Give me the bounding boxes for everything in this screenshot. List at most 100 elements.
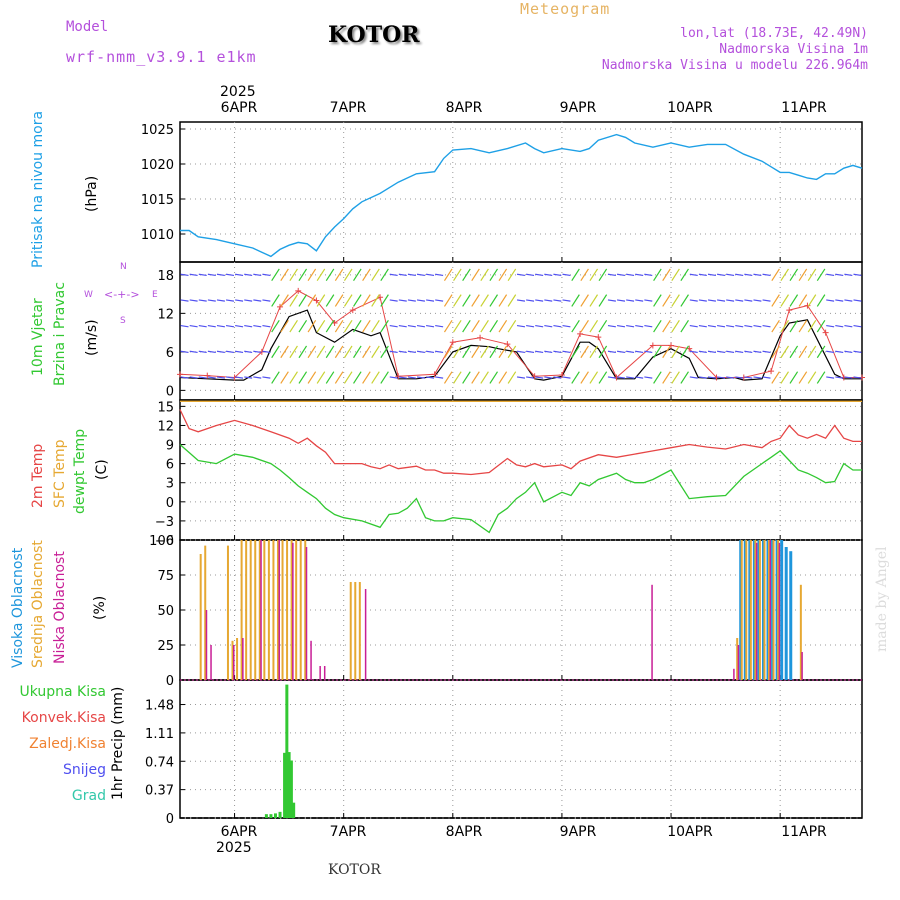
wind-arrow — [435, 324, 444, 328]
meteogram-label: Meteogram — [520, 0, 611, 18]
wind-arrow — [271, 371, 280, 384]
wind-arrow — [507, 268, 517, 282]
wind-arrow — [371, 268, 380, 282]
wind-arrow — [680, 294, 689, 307]
cloud-bar — [254, 540, 257, 680]
wind-arrow — [789, 294, 799, 307]
day-bottom-4: 9APR — [559, 824, 597, 840]
wind-arrow — [780, 294, 789, 307]
wind-arrow — [398, 273, 407, 277]
cloud-bar — [789, 551, 793, 680]
wind-arrow — [826, 350, 835, 354]
wind-arrow — [516, 299, 526, 302]
wind-arrow — [635, 299, 644, 302]
cloud-bar — [278, 540, 280, 680]
wind-arrow — [343, 294, 353, 307]
wind-arrow — [380, 345, 389, 359]
wind-arrow — [826, 299, 835, 302]
wind-arrow — [562, 299, 571, 302]
wind-gust-marker — [295, 287, 302, 294]
wind-arrow — [426, 324, 435, 328]
wind-arrow — [635, 324, 644, 328]
wind-arrow — [616, 324, 626, 328]
temperature-ytick-label-3: 3 — [166, 477, 174, 492]
wind-arrow — [416, 273, 426, 277]
compass-cross: <-+-> — [104, 288, 140, 301]
precip-bar — [292, 802, 296, 818]
wind-arrow — [480, 345, 489, 359]
wind-arrow — [671, 319, 680, 333]
wind-arrow — [407, 350, 416, 354]
wind-arrow — [698, 324, 707, 328]
model-label: Model — [66, 19, 109, 35]
wind-arrow — [653, 294, 662, 307]
wind-arrow — [571, 294, 580, 307]
wind-arrow — [362, 294, 371, 307]
wind-arrow — [744, 299, 753, 302]
wind-arrow — [616, 350, 626, 354]
wind-arrow — [771, 294, 780, 307]
wind-arrow — [562, 324, 571, 328]
wind-arrow — [389, 324, 398, 328]
wind-arrow — [507, 371, 517, 384]
wind-arrow — [316, 294, 326, 307]
precip-bar — [269, 814, 273, 818]
wind-arrow — [244, 299, 253, 302]
compass-north: N — [120, 262, 127, 272]
wind-arrow — [343, 371, 353, 384]
precip-ytick-label-4: 1.48 — [145, 699, 174, 714]
wind-arrow — [307, 345, 317, 359]
temperature-ytick-label-7: 15 — [157, 400, 174, 415]
wind-arrow — [707, 299, 717, 302]
wind-arrow — [744, 350, 753, 354]
wind-arrow — [216, 324, 225, 328]
wind-arrow — [771, 319, 780, 333]
wind-arrow — [671, 268, 680, 282]
wind-gust-marker — [668, 342, 675, 349]
wind-arrow — [644, 324, 653, 328]
wind-arrow — [816, 268, 826, 282]
wind-arrow — [443, 345, 453, 359]
wind-arrow — [498, 371, 508, 384]
wind-arrow — [771, 268, 780, 282]
precip-legend-convective: Konvek.Kisa — [21, 710, 106, 726]
wind-arrow — [271, 319, 280, 333]
wind-arrow — [735, 299, 744, 302]
wind-arrow — [780, 268, 789, 282]
wind-arrow — [616, 273, 626, 277]
wind-arrow — [853, 350, 862, 354]
wind-arrow — [835, 299, 844, 302]
wind-arrow — [553, 376, 562, 379]
wind-arrow — [826, 273, 835, 277]
wind-arrow — [343, 319, 353, 333]
wind-arrow — [726, 299, 735, 302]
wind-arrow — [289, 294, 298, 307]
cloud-bar — [236, 638, 239, 680]
wind-arrow — [571, 345, 580, 359]
wind-arrow — [253, 376, 262, 379]
lonlat-label: lon,lat (18.73E, 42.49N) — [680, 26, 868, 41]
wind-arrow — [180, 273, 189, 277]
wind-arrow — [416, 376, 426, 379]
precip-bar — [283, 752, 287, 818]
precip-bar — [273, 813, 277, 818]
wind-arrow — [798, 319, 808, 333]
wind-arrow — [735, 376, 744, 379]
wind-arrow — [262, 324, 271, 328]
wind-arrow — [416, 350, 426, 354]
wind-arrow — [325, 294, 335, 307]
wind-arrow — [480, 268, 489, 282]
wind-arrow — [180, 376, 189, 379]
precip-bar — [289, 760, 293, 818]
wind-arrow — [717, 324, 726, 328]
wind-arrow — [298, 371, 308, 384]
wind-arrow — [462, 371, 471, 384]
wind-arrow — [680, 371, 689, 384]
day-bottom-5: 10APR — [667, 824, 713, 840]
wind-arrow — [480, 371, 489, 384]
wind-arrow — [253, 350, 262, 354]
wind-arrow — [462, 319, 471, 333]
precip-ytick-label-1: 0.37 — [145, 784, 174, 799]
wind-arrow — [244, 273, 253, 277]
wind-arrow — [526, 350, 535, 354]
